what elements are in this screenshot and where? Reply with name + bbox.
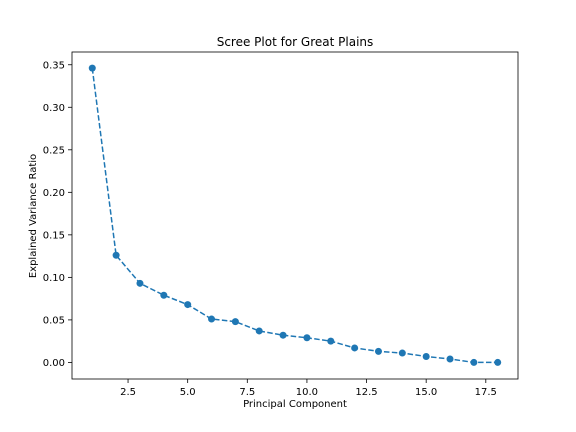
plot-area: 2.5 5.0 7.5 10.0 12.5 15.0 17.5 0.00 0.05 0.10 0.1… [43, 51, 519, 398]
y-tick-label: 0.25 [43, 145, 65, 156]
data-point [208, 315, 216, 323]
data-point [303, 334, 311, 342]
data-point [112, 251, 120, 259]
x-axis-label: Principal Component [243, 399, 347, 410]
series-line [91, 68, 498, 364]
data-point [398, 349, 406, 357]
y-tick-label: 0.15 [43, 230, 65, 241]
data-point [327, 337, 335, 345]
x-tick-label: 7.5 [239, 387, 255, 398]
chart-title: Scree Plot for Great Plains [217, 35, 374, 49]
y-axis-label: Explained Variance Ratio [28, 154, 39, 278]
data-point [494, 358, 502, 366]
data-point [351, 344, 359, 352]
data-point [470, 358, 478, 366]
y-tick-label: 0.05 [43, 315, 65, 326]
data-point [422, 352, 430, 360]
data-point [136, 279, 144, 287]
x-tick-label: 2.5 [120, 387, 136, 398]
y-tick-label: 0.10 [43, 273, 65, 284]
data-point [160, 291, 168, 299]
y-tick-label: 0.20 [43, 188, 65, 199]
x-tick-label: 5.0 [180, 387, 196, 398]
y-tick-label: 0.35 [43, 60, 65, 71]
data-point [184, 301, 192, 309]
y-tick-label: 0.30 [43, 103, 65, 114]
x-tick-label: 10.0 [296, 387, 318, 398]
y-tick-label: 0.00 [43, 358, 65, 369]
x-tick-label: 12.5 [355, 387, 377, 398]
data-point [279, 331, 287, 339]
data-point [446, 355, 454, 363]
x-tick-label: 17.5 [475, 387, 497, 398]
data-point [255, 327, 263, 335]
x-tick-label: 15.0 [415, 387, 437, 398]
data-point [231, 318, 239, 326]
axes-frame [71, 51, 519, 380]
data-point [374, 347, 382, 355]
data-point [88, 64, 96, 72]
